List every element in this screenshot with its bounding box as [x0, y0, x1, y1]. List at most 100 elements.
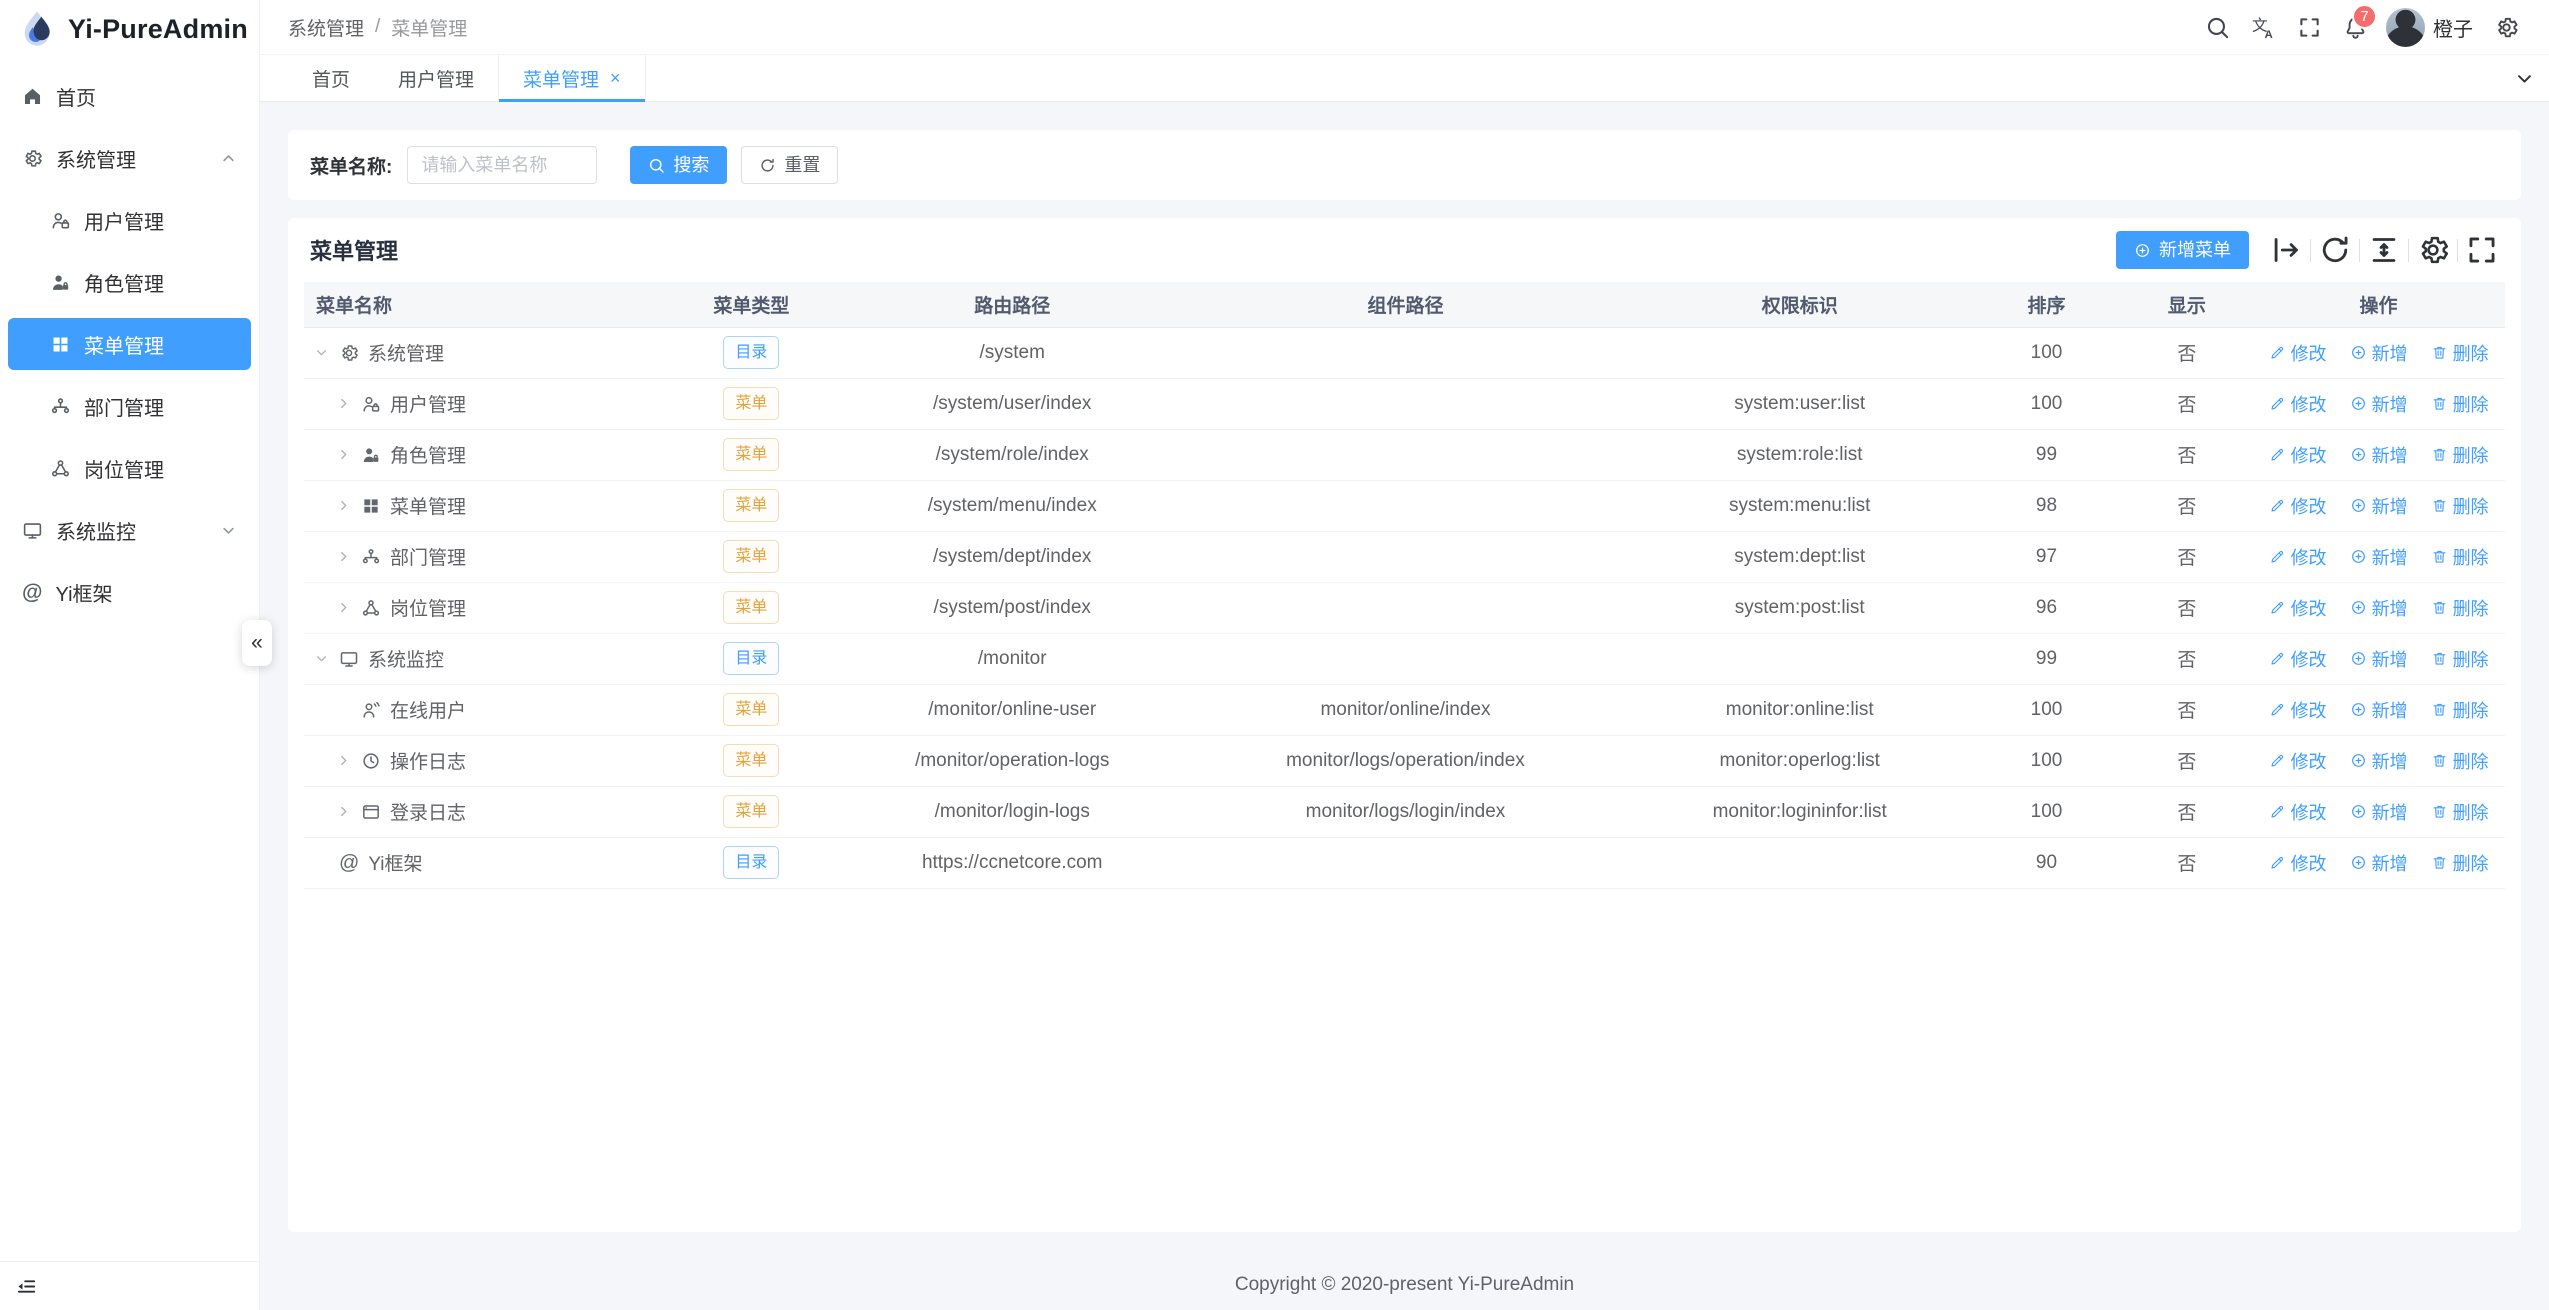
column-header: 路由路径 [841, 282, 1183, 328]
chevron-down-icon[interactable] [312, 345, 330, 360]
trash-action-link[interactable]: 删除 [2431, 442, 2489, 468]
trash-action-link[interactable]: 删除 [2431, 748, 2489, 774]
sidebar-item-user-lock[interactable]: 用户管理 [8, 194, 251, 246]
circle-plus-action-link[interactable]: 新增 [2350, 748, 2408, 774]
sidebar-item-gear[interactable]: 系统管理 [8, 132, 251, 184]
trash-action-link[interactable]: 删除 [2431, 493, 2489, 519]
sidebar-item-label: 岗位管理 [84, 459, 164, 482]
route-path: /monitor/online-user [841, 684, 1183, 736]
permission-key: monitor:operlog:list [1628, 735, 1972, 787]
visible-value: 否 [2121, 684, 2253, 736]
edit-action-link[interactable]: 修改 [2269, 799, 2327, 825]
sidebar-item-at[interactable]: @ Yi框架 [8, 566, 251, 618]
user-fill-icon [50, 272, 71, 293]
username[interactable]: 橙子 [2433, 18, 2473, 41]
visible-value: 否 [2121, 480, 2253, 532]
menu-type-tag: 菜单 [723, 438, 780, 471]
refresh-icon[interactable] [2318, 235, 2352, 265]
tab-用户管理[interactable]: 用户管理 [374, 55, 498, 101]
row-actions: 修改 新增 删除 [2252, 544, 2505, 570]
sidebar-item-user-fill[interactable]: 角色管理 [8, 256, 251, 308]
sidebar-collapse-fab[interactable]: « [242, 620, 272, 666]
settings-button[interactable] [2483, 4, 2529, 50]
trash-action-link[interactable]: 删除 [2431, 544, 2489, 570]
circle-plus-action-link[interactable]: 新增 [2350, 697, 2408, 723]
tab-首页[interactable]: 首页 [288, 55, 374, 101]
circle-plus-action-link[interactable]: 新增 [2350, 799, 2408, 825]
sidebar-item-label: 部门管理 [84, 397, 164, 420]
circle-plus-action-link[interactable]: 新增 [2350, 442, 2408, 468]
edit-action-link[interactable]: 修改 [2269, 646, 2327, 672]
chevron-right-icon[interactable] [334, 753, 352, 768]
component-path: monitor/online/index [1182, 684, 1629, 736]
trash-action-link[interactable]: 删除 [2431, 850, 2489, 876]
table-tool-icons [2269, 235, 2499, 265]
trash-action-link[interactable]: 删除 [2431, 595, 2489, 621]
circle-plus-action-link[interactable]: 新增 [2350, 595, 2408, 621]
search-button[interactable]: 搜索 [630, 146, 728, 184]
sort-value: 96 [1971, 582, 2122, 634]
menu-name: 登录日志 [390, 803, 467, 824]
sidebar-item-nodes[interactable]: 岗位管理 [8, 442, 251, 494]
circle-plus-action-link[interactable]: 新增 [2350, 646, 2408, 672]
close-icon[interactable]: × [610, 67, 621, 88]
circle-plus-action-link[interactable]: 新增 [2350, 850, 2408, 876]
chevron-right-icon[interactable] [334, 396, 352, 411]
chevron-right-icon[interactable] [334, 600, 352, 615]
tab-菜单管理[interactable]: 菜单管理 × [498, 55, 646, 102]
arrow-bar-icon[interactable] [2269, 235, 2303, 265]
add-menu-button[interactable]: 新增菜单 [2116, 231, 2249, 269]
circle-plus-action-link[interactable]: 新增 [2350, 391, 2408, 417]
table-row: 在线用户 菜单/monitor/online-user monitor/online… [304, 684, 2505, 736]
fullscreen-button[interactable] [2286, 4, 2332, 50]
tabs-more-button[interactable] [2499, 55, 2549, 101]
chevron-right-icon[interactable] [334, 804, 352, 819]
edit-action-link[interactable]: 修改 [2269, 340, 2327, 366]
notifications-button[interactable]: 7 [2332, 4, 2378, 50]
chevron-right-icon[interactable] [334, 498, 352, 513]
circle-plus-action-link[interactable]: 新增 [2350, 544, 2408, 570]
reset-button[interactable]: 重置 [741, 146, 839, 184]
edit-action-link[interactable]: 修改 [2269, 748, 2327, 774]
density-icon[interactable] [2367, 235, 2401, 265]
avatar[interactable] [2386, 7, 2425, 47]
menu-name: 系统管理 [368, 344, 445, 365]
menu-type-tag: 目录 [723, 642, 780, 675]
edit-action-link[interactable]: 修改 [2269, 850, 2327, 876]
sidebar-item-home[interactable]: 首页 [8, 70, 251, 122]
search-button-header[interactable] [2194, 4, 2240, 50]
sidebar-item-grid[interactable]: 菜单管理 [8, 318, 251, 370]
expand-icon[interactable] [2465, 235, 2499, 265]
tab-label: 用户管理 [398, 69, 475, 91]
user-lock-icon [361, 394, 381, 414]
chevron-down-icon[interactable] [312, 651, 330, 666]
edit-action-link[interactable]: 修改 [2269, 391, 2327, 417]
collapse-sidebar-icon[interactable] [15, 1275, 38, 1298]
trash-action-link[interactable]: 删除 [2431, 799, 2489, 825]
edit-action-link[interactable]: 修改 [2269, 595, 2327, 621]
sidebar-item-branch[interactable]: 部门管理 [8, 380, 251, 432]
gear-icon[interactable] [2416, 235, 2450, 265]
sidebar-item-monitor[interactable]: 系统监控 [8, 504, 251, 556]
edit-action-link[interactable]: 修改 [2269, 697, 2327, 723]
circle-plus-action-link[interactable]: 新增 [2350, 493, 2408, 519]
trash-action-link[interactable]: 删除 [2431, 646, 2489, 672]
trash-action-link[interactable]: 删除 [2431, 697, 2489, 723]
route-path: /system/menu/index [841, 480, 1183, 532]
breadcrumb-item[interactable]: 系统管理 [288, 18, 365, 40]
trash-action-link[interactable]: 删除 [2431, 391, 2489, 417]
trash-action-link[interactable]: 删除 [2431, 340, 2489, 366]
edit-action-link[interactable]: 修改 [2269, 493, 2327, 519]
menu-type-tag: 菜单 [723, 693, 780, 726]
edit-action-link[interactable]: 修改 [2269, 544, 2327, 570]
circle-plus-icon [2350, 701, 2367, 718]
app-logo[interactable]: Yi-PureAdmin [0, 0, 259, 58]
row-actions: 修改 新增 删除 [2252, 697, 2505, 723]
menu-name: 在线用户 [390, 701, 467, 722]
menu-name-input[interactable] [407, 146, 598, 184]
edit-action-link[interactable]: 修改 [2269, 442, 2327, 468]
chevron-right-icon[interactable] [334, 549, 352, 564]
circle-plus-action-link[interactable]: 新增 [2350, 340, 2408, 366]
chevron-right-icon[interactable] [334, 447, 352, 462]
